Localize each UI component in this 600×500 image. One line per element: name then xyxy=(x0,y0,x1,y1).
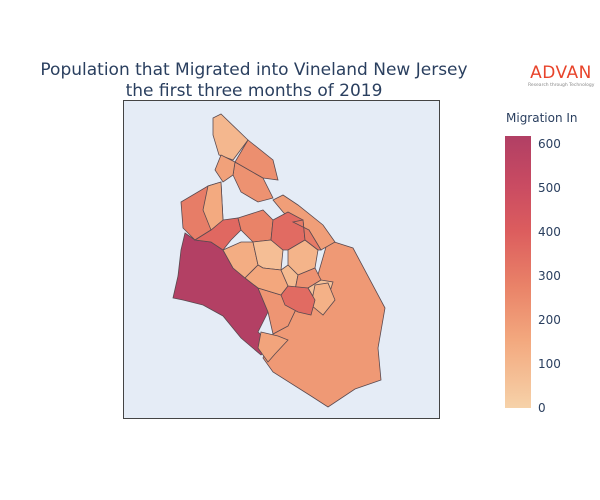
map-region-south-bay[interactable] xyxy=(257,331,289,363)
map-region-west-small[interactable] xyxy=(202,181,224,231)
map-region-north-center-c[interactable] xyxy=(214,154,236,183)
choropleth-map[interactable] xyxy=(123,100,440,419)
colorbar-tick-label: 400 xyxy=(538,225,561,239)
colorbar-title: Migration In xyxy=(506,111,578,125)
colorbar-tick-label: 600 xyxy=(538,137,561,151)
colorbar-tick-label: 200 xyxy=(538,313,561,327)
map-region-central-h[interactable] xyxy=(291,219,322,251)
colorbar-gradient xyxy=(505,136,531,408)
logo-name: ADVAN xyxy=(530,63,592,83)
logo-tagline: Research through Technology xyxy=(528,83,595,88)
colorbar-tick-label: 500 xyxy=(538,181,561,195)
map-region-north-tip[interactable] xyxy=(212,113,249,161)
map-region-east-mid[interactable] xyxy=(280,285,316,316)
chart-title-line1: Population that Migrated into Vineland N… xyxy=(40,60,468,80)
colorbar-tick-label: 300 xyxy=(538,269,561,283)
colorbar-tick-label: 100 xyxy=(538,357,561,371)
chart-title-line2: the first three months of 2019 xyxy=(125,81,383,101)
colorbar-tick-label: 0 xyxy=(538,401,546,415)
map-region-north-center-b[interactable] xyxy=(234,139,279,181)
advan-logo: ADVAN Research through Technology xyxy=(528,64,594,89)
chart-title: Population that Migrated into Vineland N… xyxy=(24,60,484,102)
map-region-central-b[interactable] xyxy=(237,209,274,243)
